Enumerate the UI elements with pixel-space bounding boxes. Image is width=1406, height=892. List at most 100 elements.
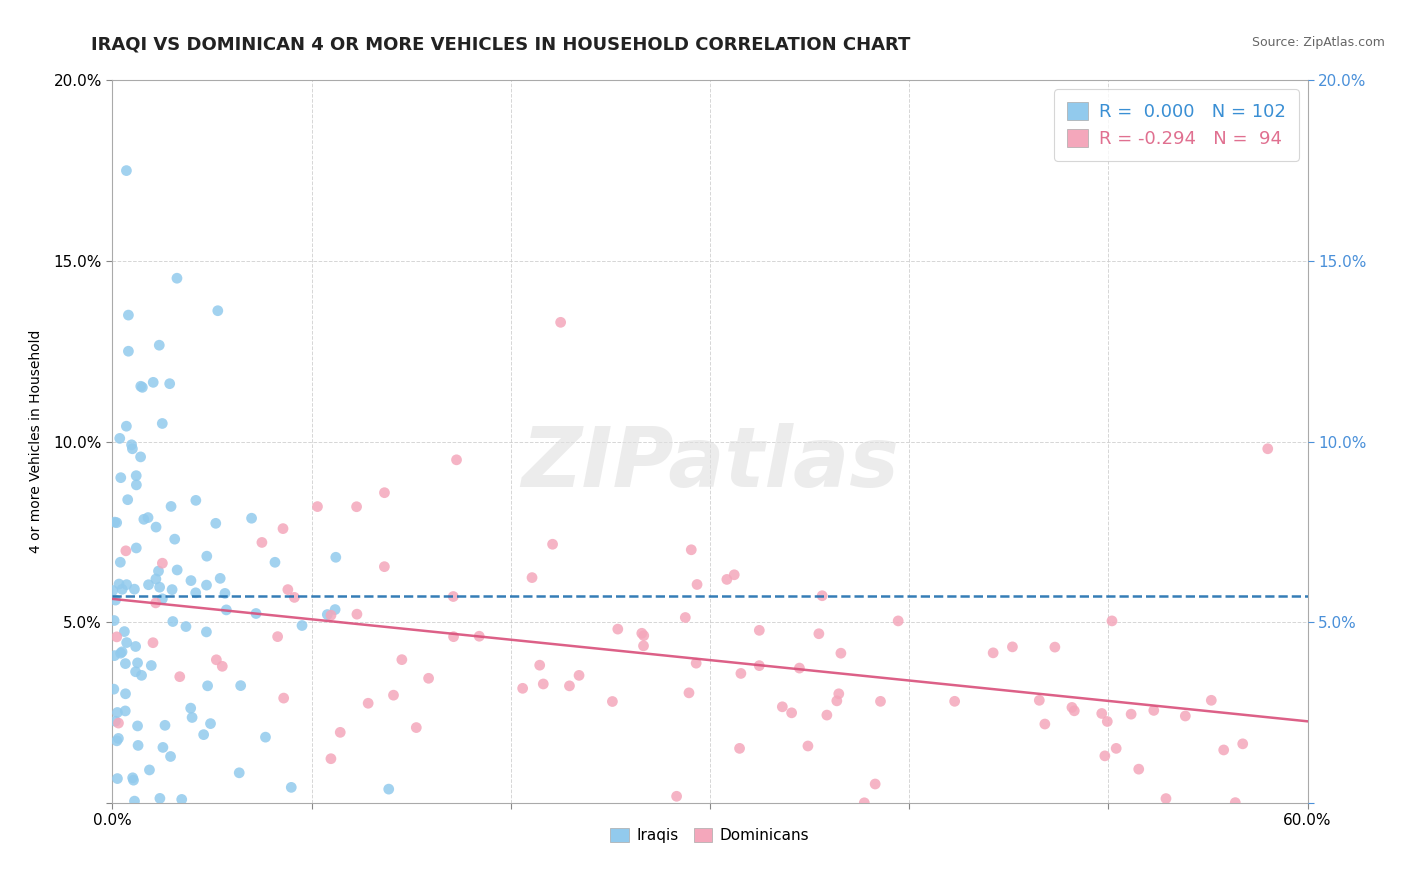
Point xyxy=(1043,640,1066,654)
Point xyxy=(127,656,149,670)
Point xyxy=(280,780,302,795)
Point xyxy=(512,681,534,696)
Point xyxy=(181,710,204,724)
Point xyxy=(830,646,852,660)
Point xyxy=(104,593,127,607)
Point xyxy=(110,646,132,660)
Point xyxy=(170,792,193,806)
Point xyxy=(163,532,186,546)
Point xyxy=(141,658,163,673)
Point xyxy=(606,622,628,636)
Point xyxy=(197,679,219,693)
Point xyxy=(145,572,167,586)
Point xyxy=(125,468,148,483)
Point xyxy=(250,535,273,549)
Point xyxy=(1094,748,1116,763)
Point xyxy=(228,765,250,780)
Point xyxy=(789,661,811,675)
Point xyxy=(229,679,252,693)
Point xyxy=(1105,741,1128,756)
Point xyxy=(1257,442,1279,456)
Point xyxy=(131,380,153,394)
Point xyxy=(730,666,752,681)
Point xyxy=(195,549,218,564)
Point xyxy=(357,696,380,710)
Point xyxy=(166,271,188,285)
Point xyxy=(207,303,229,318)
Point xyxy=(266,630,288,644)
Point xyxy=(127,719,149,733)
Point xyxy=(1001,640,1024,654)
Point xyxy=(441,590,464,604)
Point xyxy=(104,714,127,729)
Point xyxy=(129,450,152,464)
Point xyxy=(245,607,267,621)
Point xyxy=(124,582,146,596)
Point xyxy=(240,511,263,525)
Point xyxy=(323,602,346,616)
Point xyxy=(121,442,143,456)
Point xyxy=(180,574,202,588)
Point xyxy=(273,691,295,706)
Point xyxy=(114,657,136,671)
Point xyxy=(1091,706,1114,721)
Point xyxy=(807,626,830,640)
Point xyxy=(291,618,314,632)
Point xyxy=(633,639,655,653)
Point xyxy=(107,772,129,786)
Point xyxy=(138,763,160,777)
Point xyxy=(142,636,165,650)
Point xyxy=(204,516,226,531)
Point xyxy=(111,645,134,659)
Point xyxy=(1154,791,1177,805)
Point xyxy=(105,734,128,748)
Point xyxy=(1101,614,1123,628)
Point xyxy=(121,438,143,452)
Point xyxy=(114,704,136,718)
Point xyxy=(115,544,138,558)
Point xyxy=(162,615,184,629)
Point xyxy=(159,376,181,391)
Point xyxy=(142,376,165,390)
Point xyxy=(1232,737,1254,751)
Point xyxy=(863,777,886,791)
Point xyxy=(391,653,413,667)
Point xyxy=(125,541,148,555)
Point xyxy=(166,563,188,577)
Point xyxy=(797,739,820,753)
Point xyxy=(107,716,129,731)
Point xyxy=(160,500,183,514)
Point xyxy=(150,556,173,570)
Point xyxy=(325,550,347,565)
Point xyxy=(686,577,709,591)
Point xyxy=(665,789,688,804)
Point xyxy=(124,640,146,654)
Point xyxy=(728,741,751,756)
Point xyxy=(108,577,131,591)
Point xyxy=(153,718,176,732)
Point xyxy=(264,555,287,569)
Point xyxy=(550,315,572,329)
Point xyxy=(748,624,770,638)
Point xyxy=(124,665,146,679)
Point xyxy=(132,512,155,526)
Point xyxy=(520,571,543,585)
Point xyxy=(271,522,294,536)
Point xyxy=(329,725,352,739)
Text: IRAQI VS DOMINICAN 4 OR MORE VEHICLES IN HOUSEHOLD CORRELATION CHART: IRAQI VS DOMINICAN 4 OR MORE VEHICLES IN… xyxy=(91,36,911,54)
Point xyxy=(209,571,232,585)
Point xyxy=(1060,700,1083,714)
Point xyxy=(115,163,138,178)
Point xyxy=(887,614,910,628)
Point xyxy=(307,500,329,514)
Point xyxy=(716,573,738,587)
Point xyxy=(1128,762,1150,776)
Point xyxy=(1097,714,1119,729)
Point xyxy=(145,596,167,610)
Point xyxy=(215,603,238,617)
Point xyxy=(558,679,581,693)
Point xyxy=(160,582,183,597)
Point xyxy=(825,694,848,708)
Point xyxy=(184,493,207,508)
Point xyxy=(111,582,134,597)
